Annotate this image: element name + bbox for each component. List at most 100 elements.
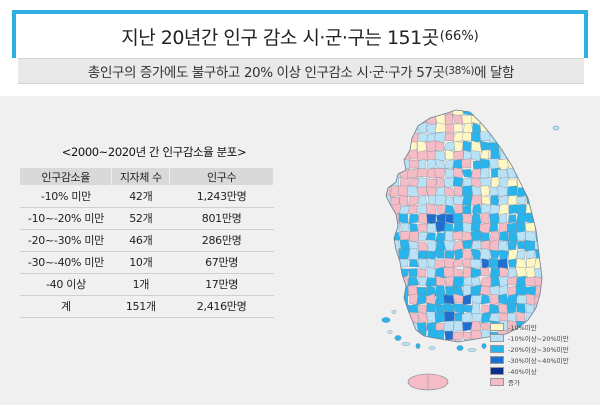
district-region: [479, 177, 492, 188]
district-region: [543, 268, 553, 277]
district-region: [400, 330, 411, 341]
district-region: [508, 214, 517, 224]
district-region: [452, 239, 465, 251]
district-region: [417, 311, 429, 323]
district-region: [389, 213, 401, 224]
district-region: [480, 149, 489, 160]
district-region: [489, 249, 501, 259]
cell-total-label: 계: [20, 295, 112, 318]
legend-label: -20%이상~30%미만: [508, 346, 569, 355]
district-region: [518, 160, 527, 169]
district-region: [386, 221, 393, 234]
district-region: [386, 160, 392, 170]
district-region: [444, 186, 455, 197]
district-region: [534, 113, 542, 126]
district-region: [386, 110, 393, 116]
cell-decline-rate: -40 이상: [20, 273, 112, 296]
district-region: [498, 212, 508, 225]
subtitle-suffix: 에 달함: [474, 65, 515, 81]
district-region: [471, 212, 482, 225]
district-region: [543, 114, 552, 124]
district-region: [544, 106, 553, 116]
district-region: [386, 151, 392, 162]
cell-population: 286만명: [169, 229, 274, 252]
district-region: [408, 259, 420, 268]
header-decline-rate: 인구감소율: [20, 168, 113, 185]
district-region: [453, 140, 464, 152]
district-region: [498, 203, 509, 216]
district-region: [544, 152, 554, 161]
district-region: [543, 179, 553, 188]
district-region: [386, 268, 393, 278]
district-region: [516, 249, 526, 260]
district-region: [479, 140, 491, 151]
district-region: [426, 123, 437, 135]
district-region: [470, 320, 482, 333]
district-region: [418, 276, 429, 286]
district-region: [516, 131, 527, 143]
legend-label: -30%이상~40%미만: [508, 357, 569, 366]
korea-choropleth-map: [360, 100, 590, 405]
district-region: [534, 143, 542, 153]
district-region: [463, 122, 474, 134]
district-region: [543, 133, 552, 143]
district-region: [462, 293, 472, 306]
district-region: [398, 141, 410, 152]
district-region: [497, 304, 508, 314]
district-region: [524, 222, 536, 233]
table-title: <2000~2020년 간 인구감소율 분포>: [61, 145, 247, 159]
subtitle-text: 총인구의 증가에도 불구하고 20% 이상 인구감소 시·군·구가 57곳: [87, 65, 445, 81]
cell-population: 67만명: [169, 251, 274, 274]
district-region: [516, 230, 527, 242]
district-region: [525, 159, 537, 171]
district-region: [515, 204, 527, 216]
district-region: [479, 223, 491, 234]
district-region: [452, 259, 464, 268]
district-region: [524, 239, 536, 252]
district-region: [386, 239, 392, 252]
legend-item: -10%미만: [490, 322, 590, 333]
legend-item: 증가: [490, 377, 590, 388]
cell-municipality-count: 52개: [111, 207, 170, 230]
district-region: [525, 122, 536, 134]
district-region: [453, 114, 464, 125]
district-region: [497, 258, 509, 270]
district-region: [488, 110, 500, 115]
district-region: [386, 114, 393, 125]
cell-municipality-count: 1개: [111, 273, 170, 296]
district-region: [543, 232, 554, 241]
district-region: [490, 275, 501, 287]
district-region: [408, 268, 418, 277]
district-region: [499, 249, 510, 261]
district-region: [536, 213, 542, 224]
district-region: [499, 230, 509, 243]
table-header-row: 인구감소율 지자체 수 인구수: [20, 168, 274, 185]
district-region: [427, 223, 437, 233]
district-region: [418, 231, 429, 241]
district-region: [386, 302, 392, 314]
district-region: [524, 168, 536, 178]
cell-decline-rate: -20~-30% 미만: [20, 229, 112, 252]
small-island: [467, 348, 477, 352]
district-region: [463, 331, 472, 340]
district-region: [416, 177, 428, 188]
legend-swatch: [490, 323, 504, 332]
district-region: [543, 286, 553, 295]
district-region: [489, 230, 501, 242]
district-region: [426, 203, 437, 216]
district-region: [399, 110, 409, 117]
district-region: [544, 195, 555, 205]
district-region: [508, 267, 518, 279]
district-region: [386, 257, 392, 269]
district-region: [534, 267, 542, 278]
legend-swatch: [490, 356, 504, 365]
district-region: [444, 159, 455, 169]
district-region: [416, 293, 427, 306]
district-region: [386, 140, 393, 153]
district-region: [499, 276, 509, 288]
district-region: [443, 141, 456, 151]
district-region: [516, 294, 528, 305]
district-region: [416, 168, 428, 177]
district-region: [499, 110, 510, 116]
district-region: [399, 122, 410, 133]
